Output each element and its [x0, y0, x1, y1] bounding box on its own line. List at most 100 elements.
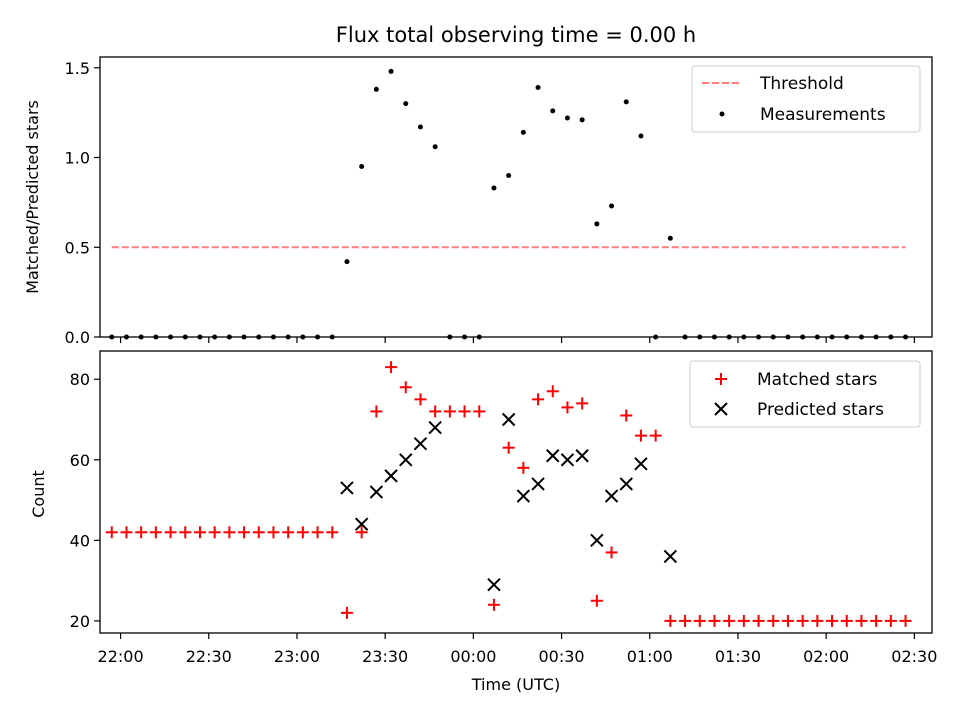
matched-star-point	[708, 614, 721, 627]
matched-star-point	[590, 594, 603, 607]
bottom-y-tick-label: 60	[70, 451, 90, 470]
matched-star-point	[576, 397, 589, 410]
matched-star-point	[693, 614, 706, 627]
measurement-point	[638, 133, 644, 139]
bottom-axes: 20 40 60 80 22:00 22:30 23:00 23:30 00:00 00:30 01…	[70, 370, 938, 666]
top-axes: 0.0 0.5 1.0 1.5	[65, 59, 915, 347]
measurement-point	[535, 85, 541, 91]
matched-star-point	[840, 614, 853, 627]
top-y-axis-label: Matched/Predicted stars	[23, 100, 42, 294]
bottom-y-tick-label: 40	[70, 531, 90, 550]
x-tick-label: 02:30	[891, 647, 937, 666]
top-y-tick-label: 1.0	[65, 149, 90, 168]
measurement-point	[594, 221, 600, 227]
predicted-star-point	[663, 549, 678, 564]
measurement-point	[344, 259, 350, 265]
predicted-star-point	[369, 485, 384, 499]
measurement-point	[506, 172, 512, 178]
matched-star-point	[620, 409, 633, 422]
matched-star-point	[473, 405, 486, 418]
matched-star-point	[193, 526, 206, 539]
top-plot-frame	[99, 56, 933, 338]
matched-star-point	[414, 393, 427, 406]
matched-star-point	[120, 526, 133, 539]
matched-star-point	[458, 405, 471, 418]
bottom-y-tick-label: 20	[70, 612, 90, 631]
matched-star-point	[385, 361, 398, 374]
matched-star-point	[223, 526, 236, 539]
predicted-star-point	[560, 453, 575, 467]
predicted-star-point	[575, 449, 589, 463]
predicted-star-point	[354, 517, 369, 531]
figure-title: Flux total observing time = 0.00 h	[336, 23, 696, 47]
matched-star-point	[252, 526, 265, 539]
predicted-star-point	[487, 577, 501, 592]
matched-star-point	[135, 526, 148, 539]
x-tick-label: 02:00	[803, 647, 849, 666]
predicted-star-point	[546, 449, 560, 463]
measurement-point	[373, 86, 379, 92]
matched-star-point	[899, 614, 912, 627]
measurement-point	[579, 117, 585, 123]
measurement-point	[564, 115, 570, 121]
matched-star-point	[737, 614, 750, 627]
predicted-star-point	[619, 477, 633, 491]
predicted-star-point	[516, 489, 531, 503]
x-tick-label: 01:00	[627, 647, 673, 666]
measurement-point	[623, 99, 629, 105]
x-tick-label: 23:30	[362, 647, 408, 666]
matched-star-point	[664, 614, 677, 627]
bottom-legend-box	[689, 360, 921, 428]
matched-star-point	[605, 546, 618, 559]
top-legend: Threshold Measurements	[691, 65, 921, 133]
legend-measurements-label: Measurements	[760, 105, 886, 125]
bottom-y-axis-label: Count	[29, 470, 48, 518]
matched-star-point	[443, 405, 456, 418]
x-tick-label: 23:00	[274, 647, 320, 666]
matched-star-point	[723, 614, 736, 627]
matched-star-point	[502, 441, 515, 454]
measurement-point	[609, 203, 615, 209]
top-legend-box	[691, 65, 921, 133]
matched-star-point	[634, 429, 647, 442]
predicted-star-point	[399, 453, 413, 467]
matched-star-point	[796, 614, 809, 627]
matched-star-point	[429, 405, 442, 418]
legend-threshold-label: Threshold	[759, 74, 844, 94]
x-tick-label: 01:30	[715, 647, 761, 666]
matched-star-point	[282, 526, 295, 539]
bottom-plot-data	[105, 361, 912, 627]
x-axis-label: Time (UTC)	[471, 675, 560, 694]
matched-star-point	[679, 614, 692, 627]
measurement-point	[520, 129, 526, 135]
matched-star-point	[326, 526, 339, 539]
predicted-star-point	[590, 533, 604, 548]
predicted-star-point	[501, 412, 516, 427]
predicted-star-point	[384, 469, 398, 483]
legend-predicted-label: Predicted stars	[757, 400, 884, 420]
bottom-panel: 20 40 60 80 22:00 22:30 23:00 23:30 00:00 00:30 01…	[29, 350, 938, 694]
x-tick-label: 22:00	[98, 647, 144, 666]
matched-star-point	[855, 614, 868, 627]
matched-star-point	[767, 614, 780, 627]
predicted-star-point	[604, 489, 619, 503]
matched-star-point	[561, 401, 574, 414]
top-y-tick-label: 0.5	[65, 238, 90, 257]
predicted-star-point	[413, 436, 428, 451]
matched-star-point	[267, 526, 280, 539]
legend-measurements-swatch	[719, 111, 725, 117]
predicted-star-point	[531, 477, 545, 491]
matched-star-point	[296, 526, 309, 539]
bottom-plot-frame	[99, 350, 933, 634]
predicted-star-point	[340, 481, 354, 495]
measurement-point	[403, 101, 409, 107]
legend-matched-label: Matched stars	[757, 370, 877, 390]
matched-star-point	[532, 393, 545, 406]
matched-star-point	[149, 526, 162, 539]
matched-star-point	[238, 526, 251, 539]
bottom-y-tick-label: 80	[70, 370, 90, 389]
predicted-star-point	[634, 457, 648, 471]
measurement-point	[667, 235, 673, 241]
x-tick-label: 00:30	[539, 647, 585, 666]
